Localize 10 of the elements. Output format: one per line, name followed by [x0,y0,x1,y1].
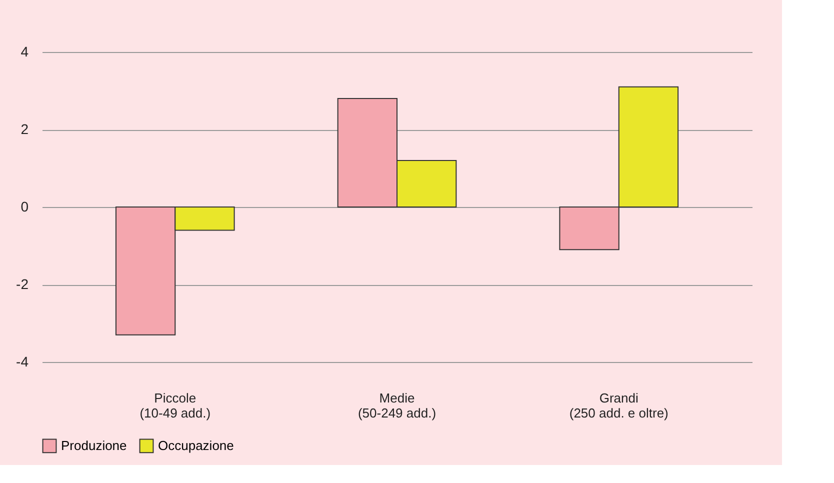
legend-label: Produzione [61,438,127,453]
x-tick-label: Grandi (250 add. e oltre) [569,390,668,420]
y-tick-label: 2 [20,121,29,137]
y-tick-label: 4 [20,44,29,60]
legend-label: Occupazione [158,438,234,453]
y-tick-label: -2 [16,276,29,292]
y-tick-label: 0 [20,198,29,214]
y-tick-label: -4 [16,354,29,370]
x-tick-label: Medie (50-249 add.) [358,390,436,420]
x-tick-label: Piccole (10-49 add.) [140,390,211,420]
